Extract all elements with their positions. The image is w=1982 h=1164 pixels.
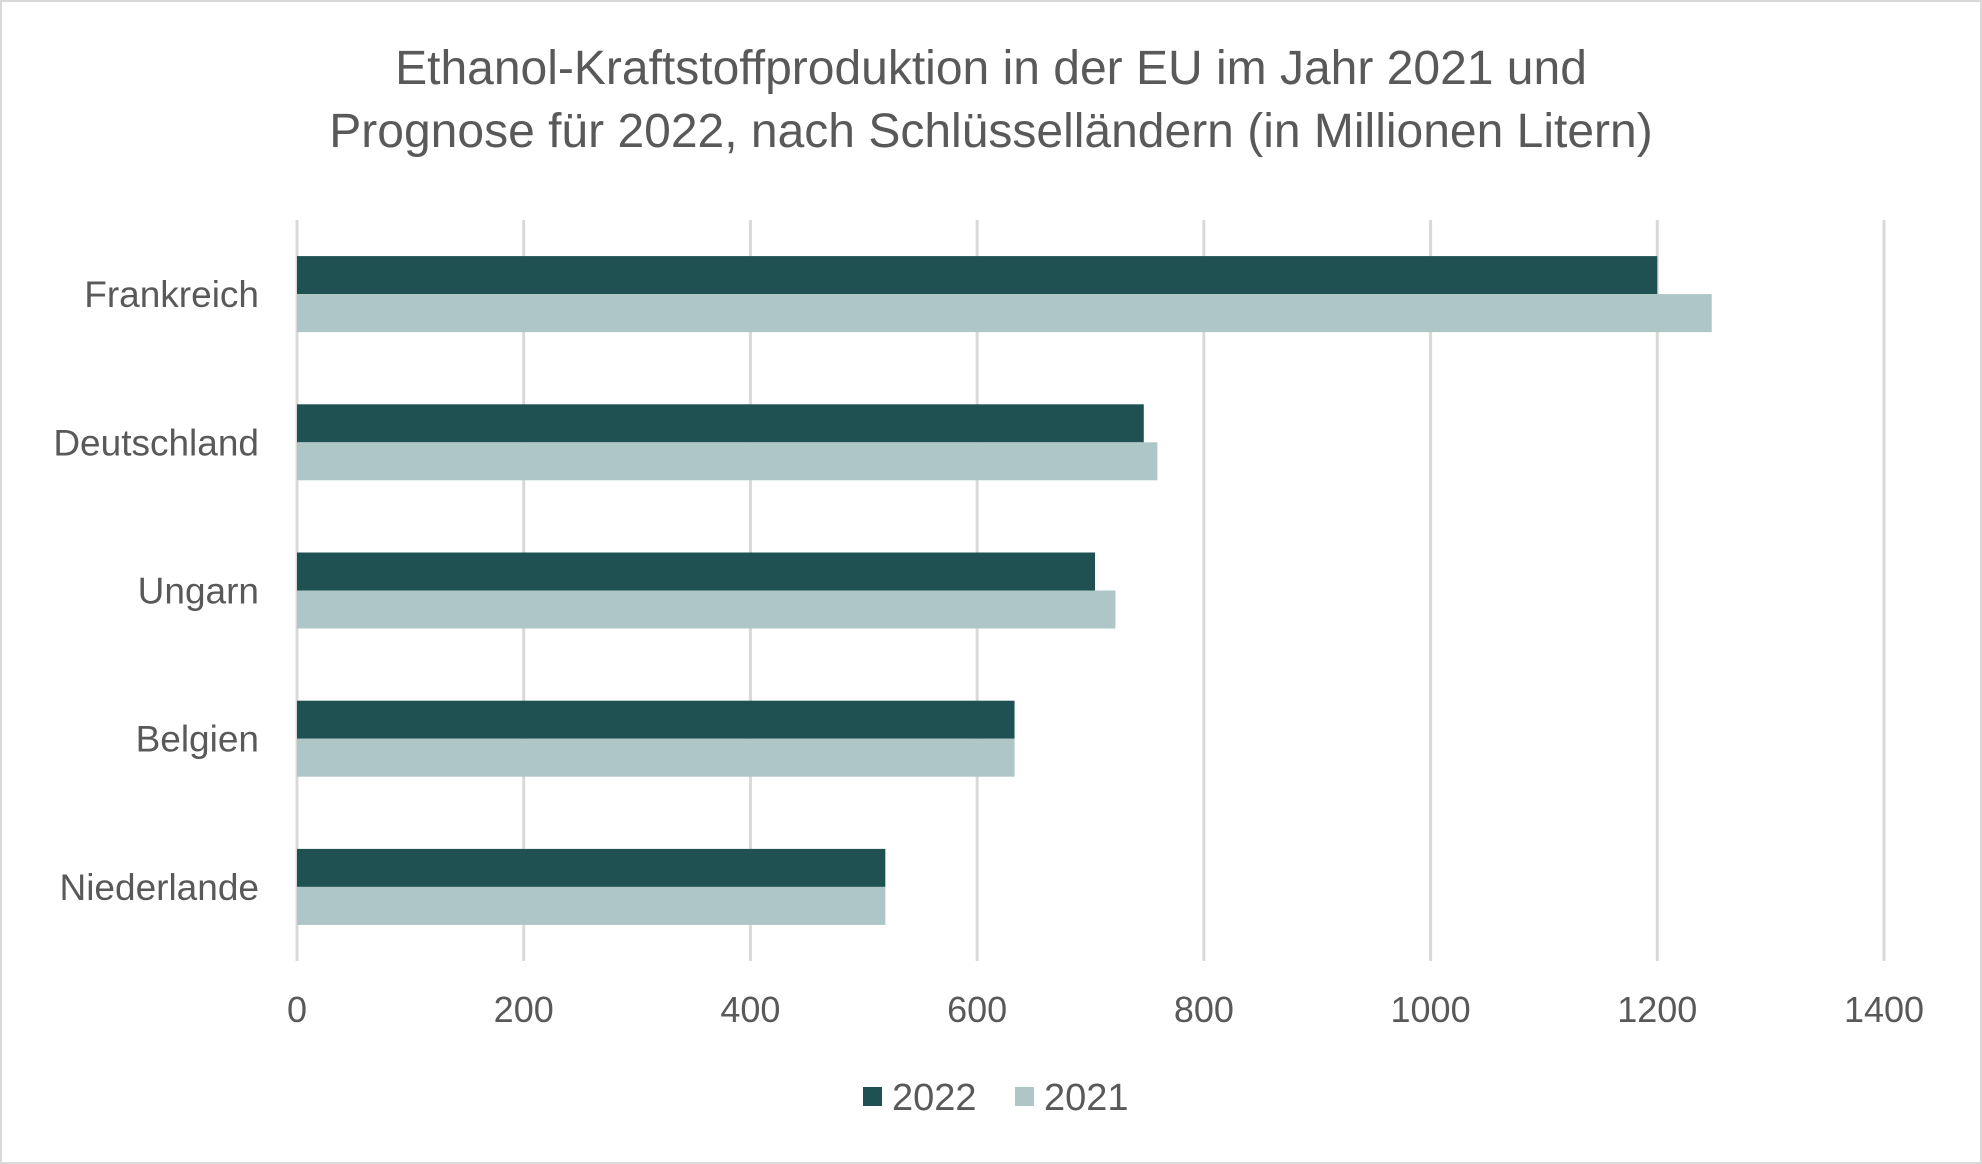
x-tick-label: 0 xyxy=(287,989,307,1030)
category-label: Ungarn xyxy=(138,571,259,612)
x-tick-label: 1200 xyxy=(1617,989,1697,1030)
bar-2021-frankreich xyxy=(297,294,1712,333)
category-label: Belgien xyxy=(136,719,259,760)
chart-title-line-2: Prognose für 2022, nach Schlüsselländern… xyxy=(329,105,1652,158)
legend-swatch-2021 xyxy=(1015,1087,1034,1106)
x-tick-label: 200 xyxy=(494,989,554,1030)
bar-2021-deutschland xyxy=(297,442,1158,481)
x-tick-label: 800 xyxy=(1174,989,1234,1030)
category-label: Frankreich xyxy=(84,274,259,315)
x-tick-label: 400 xyxy=(720,989,780,1030)
x-tick-label: 1000 xyxy=(1391,989,1471,1030)
bar-2022-niederlande xyxy=(297,848,886,887)
category-label: Deutschland xyxy=(53,422,259,463)
bar-2022-belgien xyxy=(297,700,1015,739)
category-label: Niederlande xyxy=(59,867,259,908)
x-tick-label: 600 xyxy=(947,989,1007,1030)
legend-swatch-2022 xyxy=(863,1087,882,1106)
legend-label-2021: 2021 xyxy=(1044,1077,1129,1119)
legend-label-2022: 2022 xyxy=(892,1077,977,1119)
chart-title-line-1: Ethanol-Kraftstoffproduktion in der EU i… xyxy=(395,42,1587,95)
bar-2022-frankreich xyxy=(297,256,1658,295)
bar-2021-belgien xyxy=(297,738,1015,777)
bar-2021-niederlande xyxy=(297,886,886,925)
bar-2021-ungarn xyxy=(297,590,1116,629)
bar-2022-ungarn xyxy=(297,552,1096,591)
x-tick-label: 1400 xyxy=(1844,989,1924,1030)
bar-2022-deutschland xyxy=(297,404,1144,443)
